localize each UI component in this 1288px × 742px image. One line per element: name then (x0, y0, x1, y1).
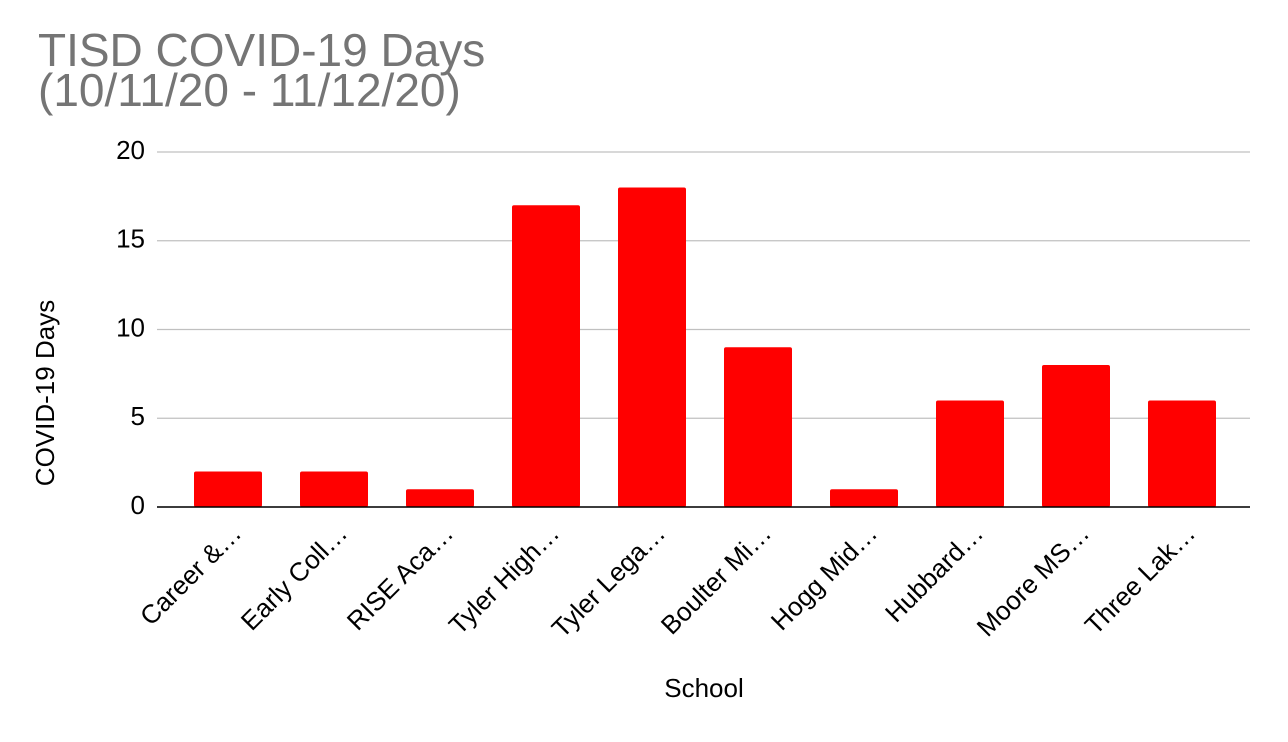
chart-subtitle: (10/11/20 - 11/12/20) (38, 64, 461, 116)
x-tick-label: Career &… (134, 518, 247, 631)
bar (512, 205, 580, 507)
chart-title: TISD COVID-19 Days (38, 24, 485, 76)
bar (406, 489, 474, 507)
bar (1148, 400, 1216, 507)
y-tick-label: 15 (116, 224, 145, 254)
y-tick-label: 5 (131, 401, 145, 431)
x-tick-label: Hogg Mid… (765, 518, 883, 636)
y-tick-label: 20 (116, 135, 145, 165)
y-tick-label: 10 (116, 312, 145, 342)
bar (1042, 365, 1110, 507)
x-tick-label: Boulter Mi… (655, 518, 777, 640)
x-tick-label: Three Lak… (1079, 518, 1201, 640)
bar (830, 489, 898, 507)
y-tick-label: 0 (131, 490, 145, 520)
bar (618, 187, 686, 507)
x-axis-label: School (664, 673, 744, 703)
x-tick-label: Hubbard… (879, 518, 989, 628)
x-tick-label: RISE Aca… (341, 518, 459, 636)
x-tick-label: Tyler Lega… (546, 518, 671, 643)
bar (194, 471, 262, 507)
x-tick-label: Moore MS… (971, 518, 1095, 642)
bar (936, 400, 1004, 507)
bar (300, 471, 368, 507)
y-axis-label: COVID-19 Days (30, 300, 60, 486)
bar (724, 347, 792, 507)
x-tick-label: Early Coll… (235, 518, 353, 636)
